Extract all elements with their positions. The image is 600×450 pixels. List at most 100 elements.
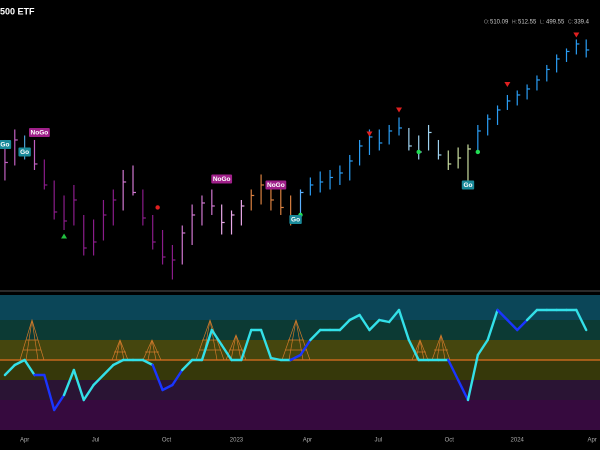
oscillator-segment bbox=[102, 363, 115, 377]
bar bbox=[388, 124, 393, 145]
bar bbox=[447, 150, 452, 170]
oscillator-segment bbox=[23, 358, 36, 377]
signal-down bbox=[396, 107, 403, 113]
x-tick-label: Apr bbox=[587, 438, 596, 444]
label-box bbox=[18, 147, 31, 157]
signal-down bbox=[573, 32, 580, 38]
oscillator-segment bbox=[338, 318, 351, 332]
x-tick-label: 2023 bbox=[230, 438, 244, 444]
signal-down bbox=[504, 81, 511, 87]
oscillator-segment bbox=[516, 318, 529, 332]
label-box bbox=[211, 174, 233, 184]
bar bbox=[250, 189, 255, 211]
label-text: Go bbox=[291, 217, 300, 224]
bar bbox=[211, 189, 215, 215]
oscillator-segment bbox=[43, 373, 56, 412]
oscillator-segment bbox=[309, 328, 322, 342]
cone bbox=[281, 318, 311, 361]
oscillator-segment bbox=[486, 308, 499, 342]
oscillator-segment bbox=[397, 308, 411, 342]
cone bbox=[19, 318, 45, 361]
label-text: Go bbox=[20, 149, 29, 156]
chart-title: 500 ETF bbox=[0, 6, 35, 16]
bar bbox=[230, 210, 235, 235]
bar bbox=[112, 189, 117, 226]
bar bbox=[92, 219, 97, 256]
bar bbox=[201, 195, 205, 226]
oscillator-segment bbox=[62, 368, 76, 397]
band bbox=[0, 380, 600, 400]
oscillator-segment bbox=[387, 308, 401, 324]
label-text: Go bbox=[463, 182, 472, 189]
bar bbox=[73, 184, 77, 226]
oscillator-segment bbox=[240, 328, 253, 362]
oscillator-segment bbox=[181, 358, 194, 372]
bar bbox=[152, 214, 156, 250]
oscillator-segment bbox=[575, 308, 588, 332]
quote-label: C: bbox=[568, 19, 573, 25]
oscillator-segment bbox=[112, 358, 125, 367]
band bbox=[0, 400, 600, 430]
label-text: NoGo bbox=[213, 176, 231, 183]
signal-dot bbox=[475, 149, 481, 155]
x-tick-label: Oct bbox=[445, 438, 455, 444]
bar bbox=[142, 189, 146, 226]
bar bbox=[398, 117, 403, 136]
oscillator-segment bbox=[456, 378, 470, 402]
bar bbox=[506, 94, 511, 110]
bar bbox=[349, 154, 353, 181]
bar bbox=[467, 144, 471, 181]
cone bbox=[142, 339, 162, 361]
bar bbox=[575, 39, 580, 55]
bar bbox=[437, 139, 442, 160]
quote-label: H: bbox=[512, 19, 517, 25]
bar bbox=[102, 199, 107, 241]
cone bbox=[431, 333, 451, 361]
oscillator-segment bbox=[378, 318, 391, 324]
bar bbox=[63, 195, 68, 230]
cone bbox=[225, 334, 247, 361]
bar bbox=[556, 54, 560, 73]
x-tick-label: Jul bbox=[374, 438, 382, 444]
oscillator-segment bbox=[259, 328, 273, 360]
bar bbox=[33, 139, 38, 170]
oscillator-segment bbox=[525, 308, 539, 322]
bar bbox=[585, 39, 590, 58]
oscillator-segment bbox=[269, 356, 282, 362]
bar bbox=[191, 204, 196, 245]
oscillator-segment bbox=[407, 338, 420, 362]
label-box bbox=[29, 127, 50, 137]
bar bbox=[359, 139, 363, 166]
oscillator-segment bbox=[52, 393, 66, 412]
bar bbox=[280, 184, 284, 215]
bar bbox=[565, 48, 570, 62]
bar bbox=[260, 174, 265, 205]
oscillator-segment bbox=[299, 338, 312, 357]
signal-up bbox=[61, 233, 68, 239]
bar bbox=[53, 180, 58, 220]
oscillator-segment bbox=[447, 358, 460, 382]
bar bbox=[487, 114, 491, 136]
x-tick-label: Apr bbox=[303, 438, 312, 444]
x-tick-label: Jul bbox=[92, 438, 100, 444]
bar bbox=[477, 124, 481, 151]
bar bbox=[171, 244, 176, 280]
bar bbox=[408, 127, 412, 151]
label-box bbox=[265, 180, 287, 190]
cone bbox=[195, 318, 225, 361]
oscillator-segment bbox=[368, 318, 381, 332]
band bbox=[0, 360, 600, 380]
quote-label: L: bbox=[540, 19, 544, 25]
band bbox=[0, 320, 600, 340]
bar bbox=[339, 165, 343, 185]
bar bbox=[43, 159, 48, 190]
bar bbox=[319, 171, 324, 193]
x-tick-label: 2024 bbox=[511, 438, 525, 444]
quote-value: 499.55 bbox=[546, 20, 565, 26]
oscillator-segment bbox=[506, 318, 519, 332]
bar bbox=[516, 90, 521, 106]
label-box bbox=[289, 214, 302, 224]
label-box bbox=[0, 139, 12, 149]
